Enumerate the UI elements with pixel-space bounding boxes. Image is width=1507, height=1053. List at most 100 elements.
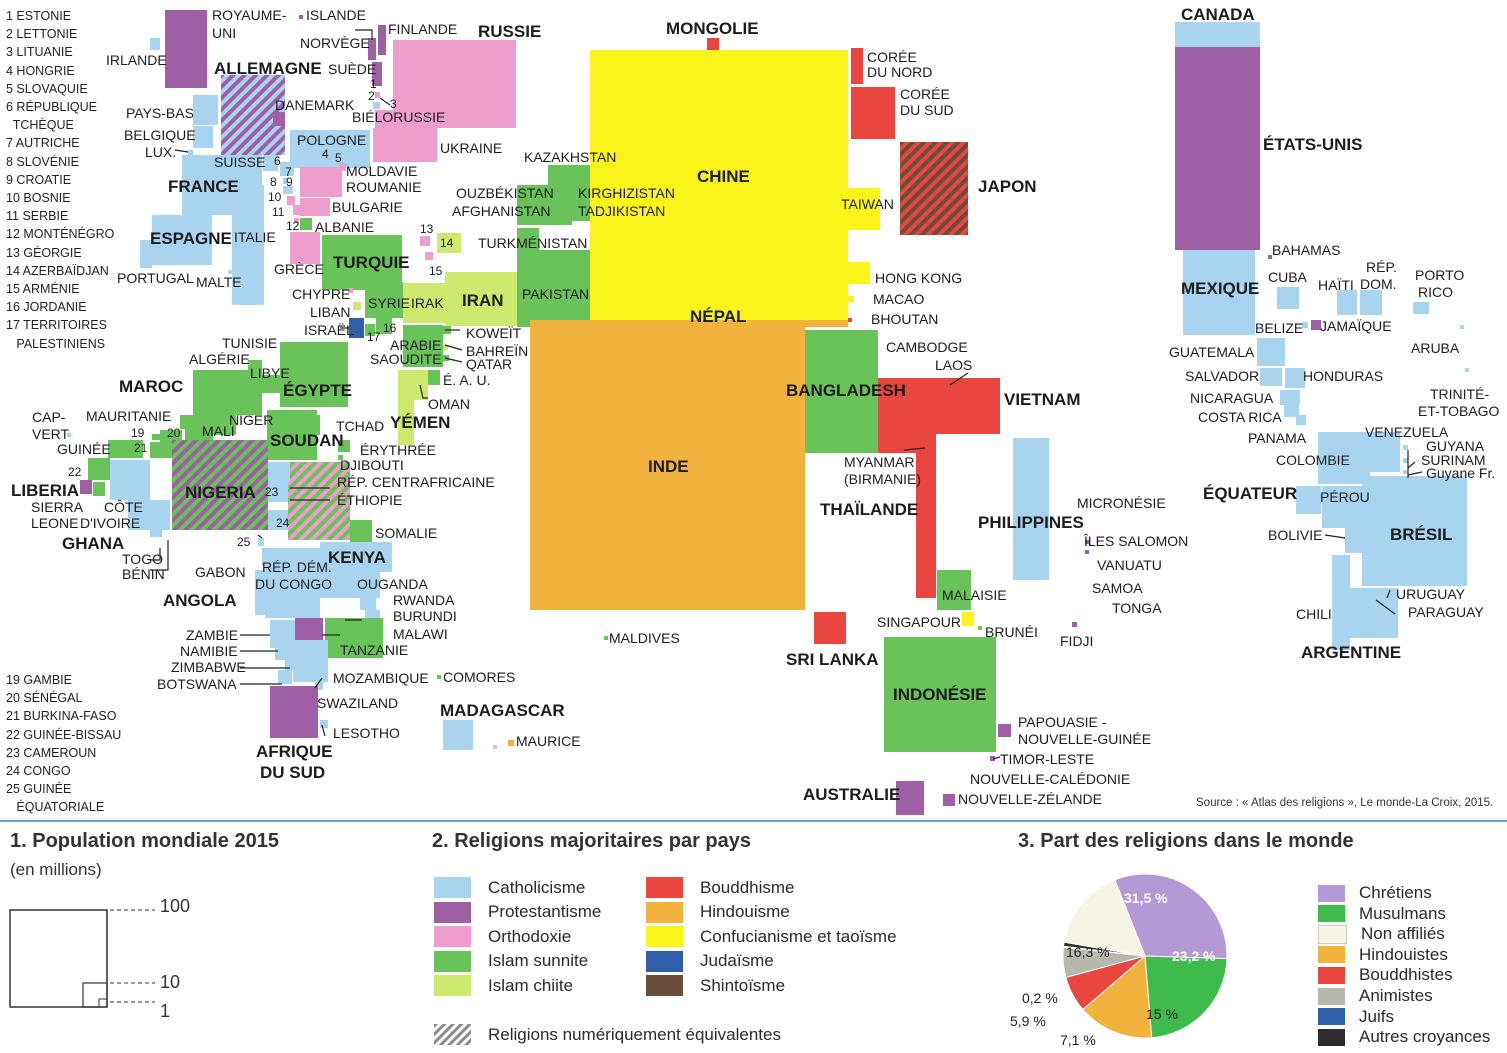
cartogram-svg: MONGOLIE CHINE NÉPAL INDE RUSSIE CANADA … xyxy=(11,5,1500,815)
legend3-title: 3. Part des religions dans le monde xyxy=(1018,830,1354,852)
marker-22: 22 xyxy=(68,465,82,479)
country-syrie xyxy=(365,282,403,318)
country-kazakhstan xyxy=(548,165,590,185)
legend2-label: Orthodoxie xyxy=(488,926,572,946)
label-madagascar: MADAGASCAR xyxy=(440,701,565,720)
numbered-list-top-item: 12 MONTÉNÉGRO xyxy=(6,227,115,242)
label-tchad: TCHAD xyxy=(336,418,384,434)
marker-10: 10 xyxy=(268,190,282,204)
label-royaume-uni-2: UNI xyxy=(212,25,236,41)
country-oman xyxy=(414,370,428,400)
numbered-list-top-item: 4 HONGRIE xyxy=(6,63,75,78)
legend3-swatch xyxy=(1318,987,1345,1005)
label-islande: ISLANDE xyxy=(306,7,366,23)
label-uruguay: URUGUAY xyxy=(1396,586,1466,602)
legend2-swatch xyxy=(646,877,683,898)
label-mauritanie: MAURITANIE xyxy=(86,408,171,424)
label-arabie-1: ARABIE xyxy=(390,337,441,353)
label-namibie: NAMIBIE xyxy=(180,643,238,659)
label-japon: JAPON xyxy=(978,177,1037,196)
numbered-list-top-item: 10 BOSNIE xyxy=(6,191,71,206)
label-papouasie-1: PAPOUASIE - xyxy=(1018,714,1107,730)
label-rep-dom-2: DOM. xyxy=(1360,276,1397,292)
label-nepal: NÉPAL xyxy=(690,307,746,326)
label-kazakhstan: KAZAKHSTAN xyxy=(524,149,616,165)
label-belize: BELIZE xyxy=(1255,320,1303,336)
leader-lines xyxy=(150,29,1423,760)
label-afrique-sud-2: DU SUD xyxy=(260,763,325,782)
country-madagascar xyxy=(443,720,473,750)
label-bulgarie: BULGARIE xyxy=(332,199,403,215)
country-finlande xyxy=(378,25,386,55)
label-royaume-uni-1: ROYAUME- xyxy=(212,7,287,23)
marker-21: 21 xyxy=(134,441,148,455)
label-canada: CANADA xyxy=(1181,5,1255,24)
country-palestine xyxy=(365,324,375,336)
region-africa xyxy=(67,342,514,750)
label-zambie: ZAMBIE xyxy=(186,627,238,643)
legend3-swatch xyxy=(1318,884,1345,902)
equivalent-label: Religions numériquement équivalentes xyxy=(488,1024,781,1044)
label-roumanie: ROUMANIE xyxy=(346,179,421,195)
country-iran xyxy=(445,272,517,326)
country-grece xyxy=(290,232,320,264)
label-tanzanie: TANZANIE xyxy=(340,642,408,658)
legend3-swatch xyxy=(1318,924,1347,944)
country-bhoutan xyxy=(848,318,852,322)
country-mozambique xyxy=(293,640,328,682)
label-tadjikistan: TADJIKISTAN xyxy=(578,203,665,219)
country-angola xyxy=(255,570,295,615)
label-colombie: COLOMBIE xyxy=(1276,452,1350,468)
label-maldives: MALDIVES xyxy=(609,630,680,646)
country-bahamas xyxy=(1268,255,1272,259)
label-maurice: MAURICE xyxy=(516,733,581,749)
country-indonesie xyxy=(884,637,996,752)
numbered-list-top-item: 7 AUTRICHE xyxy=(6,136,80,151)
country-bosnie xyxy=(287,196,295,205)
label-israel: ISRAËL xyxy=(304,322,354,338)
numbered-list-top-item: 5 SLOVAQUIE xyxy=(6,81,88,96)
country-belgique xyxy=(193,126,213,148)
marker-7: 7 xyxy=(285,165,292,179)
country-burundi xyxy=(365,610,380,620)
country-haiti xyxy=(1337,290,1357,315)
legend2-label: Confucianisme et taoïsme xyxy=(700,926,897,946)
label-arabie-2: SAOUDITE xyxy=(370,351,442,367)
equivalent-hatch-swatch xyxy=(434,1024,471,1045)
marker-25: 25 xyxy=(237,535,251,549)
label-laos: LAOS xyxy=(935,357,972,373)
legend2-label: Shintoïsme xyxy=(700,975,786,995)
country-islande xyxy=(299,15,303,19)
map-number-markers: 1 2 3 4 5 6 7 8 9 10 11 12 13 14 15 16 1… xyxy=(68,77,454,549)
legend3-label: Autres croyances xyxy=(1359,1027,1491,1047)
country-swaziland xyxy=(315,682,323,690)
country-malte xyxy=(228,270,232,274)
country-papouasie xyxy=(998,724,1011,737)
legend2-equivalent: Religions numériquement équivalentes xyxy=(434,1024,781,1045)
label-nicaragua: NICARAGUA xyxy=(1190,390,1274,406)
pie-slice xyxy=(1063,879,1146,957)
label-argentine: ARGENTINE xyxy=(1301,643,1401,662)
country-russie xyxy=(393,40,516,128)
country-salvador xyxy=(1260,368,1282,386)
label-tunisie: TUNISIE xyxy=(222,335,277,351)
legend2-label: Islam sunnite xyxy=(488,951,589,970)
country-venezuela xyxy=(1365,432,1400,472)
country-bresil xyxy=(1362,476,1467,586)
label-guinee: GUINÉE xyxy=(57,441,111,457)
label-surinam: SURINAM xyxy=(1421,452,1486,468)
country-equateur xyxy=(1296,486,1321,514)
country-macao xyxy=(848,296,854,302)
country-canada xyxy=(1175,22,1260,47)
country-porto-rico xyxy=(1413,302,1429,314)
label-allemagne: ALLEMAGNE xyxy=(214,59,322,78)
numbered-list-top-item: 16 JORDANIE xyxy=(6,300,87,315)
pie-slice xyxy=(1144,955,1228,1039)
country-salomon xyxy=(1085,550,1089,554)
numbered-list-top-item: 2 LETTONIE xyxy=(6,27,78,42)
country-lettonie xyxy=(375,92,380,98)
label-eau: É. A. U. xyxy=(443,372,490,388)
country-serbie xyxy=(293,205,302,215)
label-bielorussie: BIÉLORUSSIE xyxy=(352,109,445,125)
pie-label-hindouistes: 15 % xyxy=(1146,1006,1178,1022)
